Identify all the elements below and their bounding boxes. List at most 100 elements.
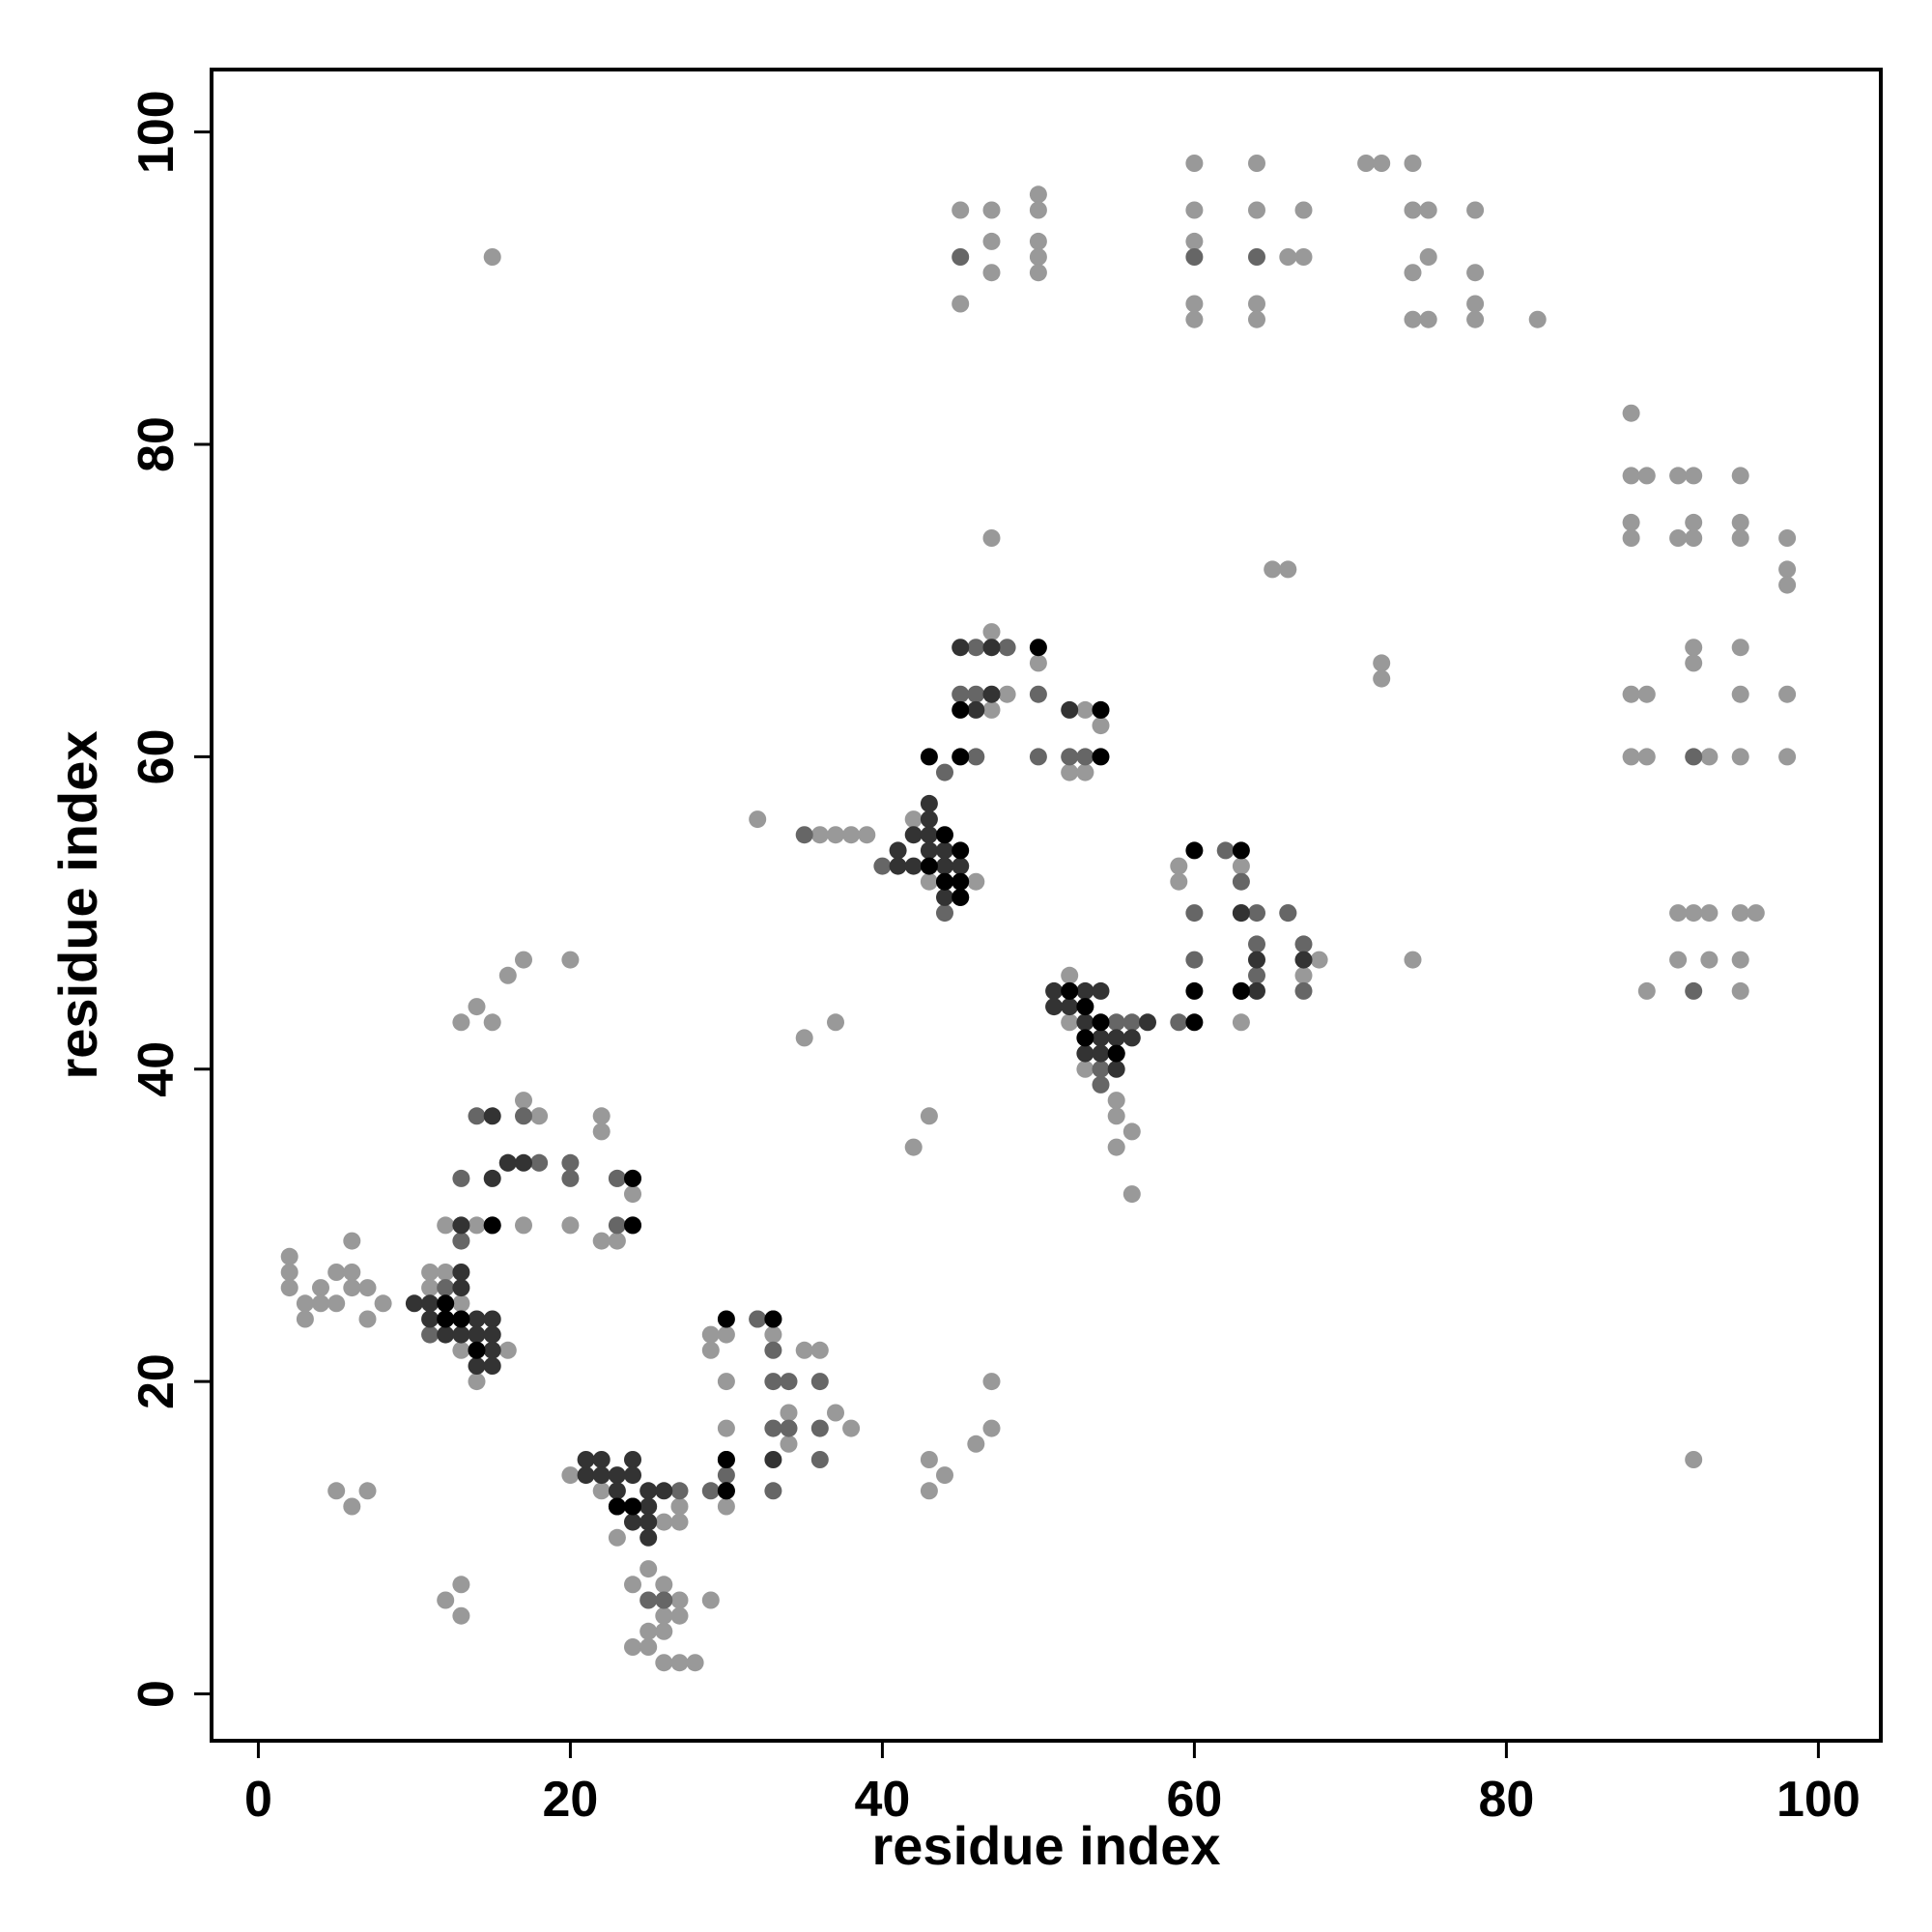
data-point-light-129 <box>1404 951 1422 969</box>
data-point-light-39 <box>592 1122 611 1141</box>
data-point-light-109 <box>1092 717 1110 735</box>
data-point-light-117 <box>1122 1185 1141 1204</box>
data-point-medium-64 <box>1685 748 1703 766</box>
data-point-light-184 <box>1637 685 1656 703</box>
data-point-black-24 <box>1092 748 1110 766</box>
data-point-light-133 <box>982 232 1001 250</box>
data-point-dark-18 <box>483 1107 501 1125</box>
data-point-light-181 <box>1778 560 1797 579</box>
data-point-black-27 <box>1076 1029 1094 1047</box>
data-point-light-165 <box>1528 310 1547 328</box>
data-point-black-32 <box>1185 1013 1204 1032</box>
data-point-light-81 <box>842 1419 861 1437</box>
data-point-light-141 <box>1185 201 1204 219</box>
data-point-black-6 <box>624 1216 641 1235</box>
data-point-light-119 <box>1170 872 1188 891</box>
data-point-light-134 <box>982 264 1001 282</box>
data-point-light-160 <box>1419 310 1437 328</box>
data-point-light-72 <box>717 1419 735 1437</box>
data-point-light-36 <box>515 1216 532 1235</box>
data-point-dark-6 <box>437 1325 455 1344</box>
data-point-light-174 <box>1669 529 1688 547</box>
y-axis-label: residue index <box>47 730 108 1079</box>
data-point-light-162 <box>1466 264 1485 282</box>
x-tick-label-1: 20 <box>543 1772 599 1828</box>
data-point-medium-23 <box>764 1419 782 1437</box>
data-point-black-18 <box>952 872 970 891</box>
data-point-light-167 <box>1622 404 1640 422</box>
data-point-light-199 <box>1747 904 1765 923</box>
data-point-dark-59 <box>1061 700 1079 719</box>
data-point-light-114 <box>1107 1107 1125 1125</box>
data-point-light-87 <box>842 826 861 844</box>
data-point-light-110 <box>1061 966 1079 984</box>
data-point-light-8 <box>327 1294 346 1313</box>
data-point-light-80 <box>827 1404 844 1422</box>
data-point-light-107 <box>1076 763 1094 781</box>
data-point-medium-15 <box>670 1482 689 1500</box>
data-point-black-12 <box>717 1482 735 1500</box>
data-point-light-76 <box>780 1404 798 1422</box>
data-point-light-205 <box>1685 1451 1703 1468</box>
data-point-light-20 <box>437 1264 455 1281</box>
data-point-dark-78 <box>1294 951 1313 969</box>
data-point-light-89 <box>904 810 923 829</box>
data-point-dark-9 <box>468 1325 486 1344</box>
data-point-black-17 <box>952 841 970 860</box>
data-point-light-37 <box>561 1216 580 1235</box>
data-point-light-55 <box>639 1560 658 1578</box>
data-point-light-26 <box>452 1013 470 1032</box>
data-point-light-96 <box>967 1435 985 1453</box>
data-point-light-6 <box>312 1294 329 1313</box>
data-point-dark-27 <box>624 1451 641 1468</box>
data-point-light-159 <box>1419 248 1437 266</box>
data-point-light-22 <box>437 1216 455 1235</box>
data-point-light-137 <box>1029 232 1047 250</box>
data-point-light-71 <box>717 1373 735 1391</box>
data-point-light-150 <box>1294 248 1313 266</box>
data-point-dark-22 <box>577 1451 595 1468</box>
data-point-light-63 <box>639 1638 658 1656</box>
data-point-light-177 <box>1731 467 1749 485</box>
data-point-light-147 <box>1248 295 1265 313</box>
data-point-light-5 <box>312 1279 329 1297</box>
data-point-dark-49 <box>936 841 953 860</box>
data-point-light-62 <box>624 1638 641 1656</box>
data-point-light-95 <box>936 1466 953 1485</box>
data-point-light-202 <box>1700 951 1719 969</box>
data-point-medium-50 <box>1185 904 1204 923</box>
data-point-light-198 <box>1731 904 1749 923</box>
data-point-dark-58 <box>982 685 1001 703</box>
data-point-medium-57 <box>1248 966 1265 984</box>
data-point-light-2 <box>280 1279 298 1297</box>
data-point-dark-13 <box>483 1341 501 1359</box>
x-tick-label-3: 60 <box>1166 1772 1222 1828</box>
data-point-light-16 <box>343 1497 361 1516</box>
data-point-black-30 <box>1185 841 1204 860</box>
data-point-light-14 <box>374 1294 392 1313</box>
data-point-light-78 <box>795 1341 813 1359</box>
y-tick-label-2: 40 <box>128 1041 185 1097</box>
data-point-light-154 <box>1404 155 1422 172</box>
data-point-light-155 <box>1404 201 1422 219</box>
data-point-medium-11 <box>608 1216 626 1235</box>
data-point-light-97 <box>982 1419 1001 1437</box>
data-point-medium-18 <box>655 1591 673 1609</box>
data-point-light-178 <box>1731 513 1749 531</box>
data-point-light-106 <box>1061 763 1079 781</box>
data-point-light-173 <box>1685 467 1703 485</box>
data-point-medium-3 <box>452 1169 470 1187</box>
data-point-light-168 <box>1622 467 1640 485</box>
data-point-medium-27 <box>810 1373 829 1391</box>
x-tick-label-0: 0 <box>244 1772 272 1828</box>
data-point-light-18 <box>421 1264 440 1281</box>
y-tick-label-4: 80 <box>128 416 185 472</box>
data-point-black-33 <box>1232 841 1250 860</box>
data-point-light-179 <box>1731 529 1749 547</box>
data-point-light-12 <box>358 1279 377 1297</box>
data-point-light-197 <box>1700 904 1719 923</box>
data-point-medium-47 <box>1107 1013 1125 1032</box>
x-axis-label: residue index <box>871 1815 1220 1876</box>
data-point-black-10 <box>764 1310 782 1328</box>
